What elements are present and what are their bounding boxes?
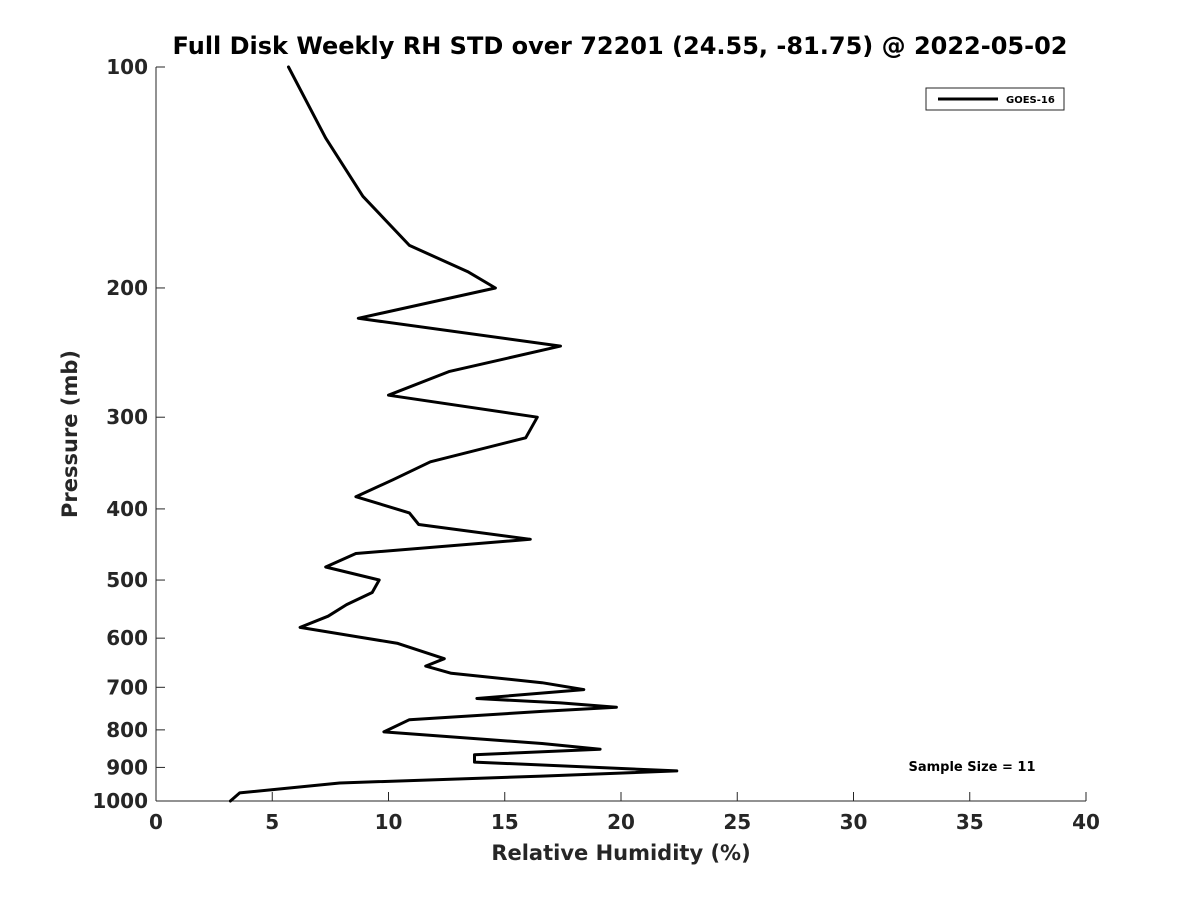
y-tick-label: 800 bbox=[106, 718, 148, 742]
y-axis-ticks: 100 200 300 400 500 600 700 800 900 1000 bbox=[92, 55, 165, 813]
data-point bbox=[675, 769, 678, 773]
data-point bbox=[326, 615, 330, 618]
x-tick-label: 0 bbox=[149, 810, 163, 834]
data-point bbox=[598, 748, 602, 751]
y-tick-label: 600 bbox=[106, 626, 148, 650]
data-point bbox=[345, 603, 348, 606]
series-layer bbox=[228, 65, 679, 803]
data-point bbox=[408, 718, 411, 721]
x-axis-title: Relative Humidity (%) bbox=[491, 841, 750, 865]
sample-size-annotation: Sample Size = 11 bbox=[908, 760, 1035, 775]
data-point bbox=[447, 370, 451, 373]
y-tick-label: 1000 bbox=[92, 789, 148, 813]
y-tick-label: 400 bbox=[106, 497, 148, 521]
x-tick-label: 30 bbox=[840, 810, 868, 834]
data-point bbox=[450, 672, 453, 675]
data-point bbox=[417, 523, 420, 526]
x-tick-label: 35 bbox=[956, 810, 984, 834]
data-point bbox=[338, 781, 341, 785]
data-point bbox=[429, 460, 432, 463]
data-point bbox=[559, 344, 562, 348]
data-point bbox=[615, 706, 618, 709]
legend-label-goes-16: GOES-16 bbox=[1006, 95, 1055, 106]
data-point bbox=[473, 760, 476, 764]
data-point bbox=[473, 753, 476, 756]
data-point bbox=[529, 538, 532, 541]
data-point bbox=[424, 664, 427, 668]
x-tick-label: 5 bbox=[265, 810, 279, 834]
data-point bbox=[361, 195, 365, 198]
data-point bbox=[238, 791, 241, 795]
data-point bbox=[494, 286, 497, 290]
y-tick-label: 100 bbox=[106, 55, 148, 79]
x-tick-label: 15 bbox=[491, 810, 519, 834]
x-tick-label: 10 bbox=[375, 810, 403, 834]
y-tick-label: 700 bbox=[106, 675, 148, 699]
x-axis-ticks: 0 5 10 15 20 25 30 35 40 bbox=[149, 792, 1100, 834]
data-point bbox=[324, 136, 327, 140]
data-point bbox=[540, 681, 544, 684]
data-point bbox=[475, 697, 479, 700]
data-point bbox=[378, 578, 381, 582]
data-point bbox=[354, 495, 358, 498]
data-point bbox=[387, 394, 390, 397]
data-point bbox=[540, 710, 544, 713]
y-axis-title: Pressure (mb) bbox=[58, 350, 82, 518]
chart-title: Full Disk Weekly RH STD over 72201 (24.5… bbox=[173, 32, 1068, 60]
data-point bbox=[408, 244, 411, 247]
data-point bbox=[371, 591, 374, 594]
data-point bbox=[324, 565, 327, 569]
y-tick-label: 900 bbox=[106, 755, 148, 779]
data-point bbox=[443, 657, 446, 660]
x-tick-label: 40 bbox=[1072, 810, 1100, 834]
data-point bbox=[391, 478, 395, 481]
data-point bbox=[298, 626, 302, 629]
data-point bbox=[396, 642, 399, 645]
data-point bbox=[408, 511, 411, 515]
data-point bbox=[559, 701, 562, 705]
data-point bbox=[536, 416, 539, 419]
data-point bbox=[582, 688, 585, 691]
x-tick-label: 20 bbox=[607, 810, 635, 834]
data-point bbox=[540, 774, 544, 778]
data-point bbox=[229, 799, 232, 803]
data-point bbox=[466, 270, 469, 273]
x-tick-label: 25 bbox=[723, 810, 751, 834]
data-point bbox=[540, 742, 544, 745]
data-point bbox=[382, 730, 386, 734]
y-tick-label: 200 bbox=[106, 276, 148, 300]
y-tick-label: 500 bbox=[106, 568, 148, 592]
legend[interactable]: GOES-16 bbox=[925, 87, 1065, 111]
series-line-goes-16 bbox=[228, 65, 679, 803]
data-point bbox=[357, 317, 360, 320]
y-tick-label: 300 bbox=[106, 405, 148, 429]
data-point bbox=[524, 436, 527, 439]
data-point bbox=[354, 552, 358, 555]
data-point bbox=[287, 65, 290, 69]
